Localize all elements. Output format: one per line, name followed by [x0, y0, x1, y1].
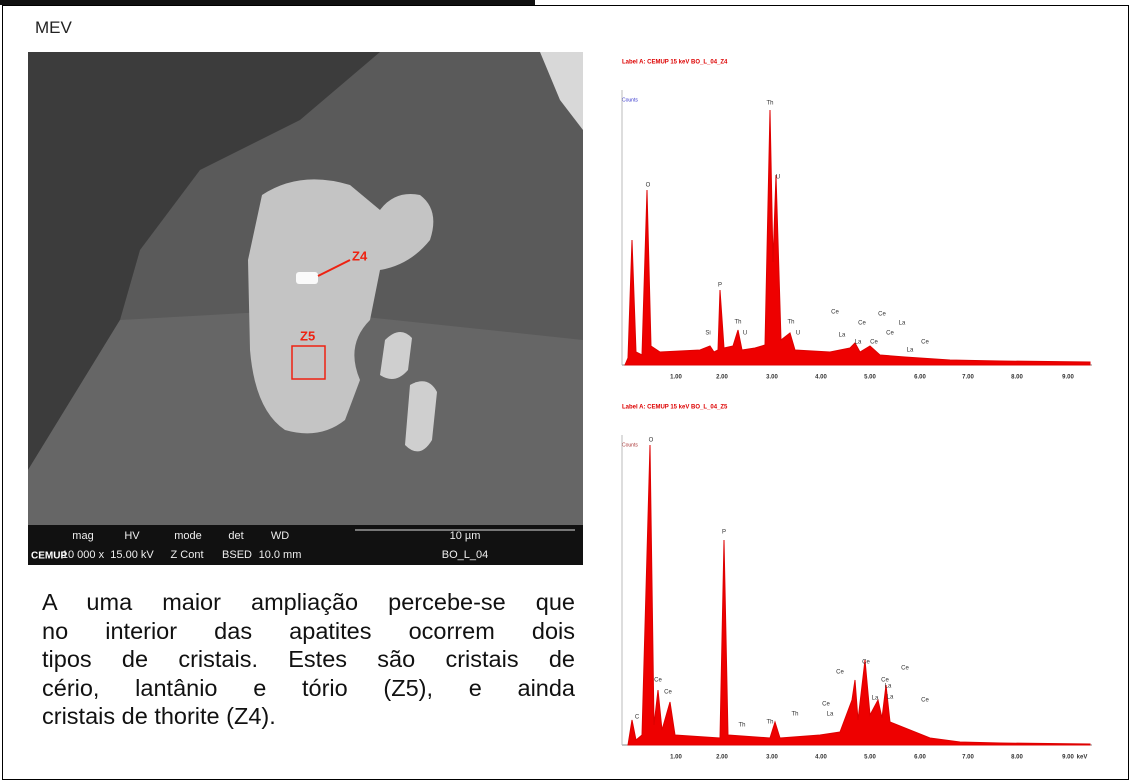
x-tick-label: 2.00	[716, 375, 728, 381]
peak-label: U	[743, 331, 747, 337]
peak-label: Th	[766, 101, 773, 107]
peak-label: Th	[791, 712, 798, 718]
x-tick-label: 5.00	[864, 755, 876, 761]
bright-inclusion	[296, 272, 318, 284]
x-tick-label: 9.00	[1062, 755, 1074, 761]
peak-label: P	[718, 283, 722, 289]
peak-label: La	[899, 321, 906, 327]
peak-label: Th	[738, 723, 745, 729]
peak-label: O	[646, 183, 651, 189]
x-tick-label: 8.00	[1011, 755, 1023, 761]
peak-label: U	[796, 331, 800, 337]
x-tick-label: 7.00	[962, 755, 974, 761]
info-header: det	[228, 530, 243, 542]
peak-label: Si	[705, 331, 710, 337]
peak-label: Ce	[822, 702, 830, 708]
peak-label: La	[872, 696, 879, 702]
info-value: Z Cont	[170, 549, 203, 561]
peak-label: Ce	[836, 670, 844, 676]
zone-box	[291, 345, 326, 380]
text-line: cristais de thorite (Z4).	[42, 703, 276, 729]
x-tick-label: 3.00	[766, 375, 778, 381]
peak-label: Ce	[921, 340, 929, 346]
crystal-small	[380, 331, 412, 379]
x-tick-label: 6.00	[914, 375, 926, 381]
x-tick-label: 7.00	[962, 375, 974, 381]
peak-label: O	[649, 438, 654, 444]
info-value: 15.00 kV	[110, 549, 154, 561]
peak-label: La	[887, 695, 894, 701]
x-tick-label: keV	[1077, 755, 1088, 761]
peak-label: Ce	[862, 660, 870, 666]
peak-label: C	[635, 715, 640, 721]
peak-label: La	[827, 712, 834, 718]
peak-label: Ce	[831, 310, 839, 316]
slide-frame	[2, 5, 1129, 780]
y-axis-label: Counts	[622, 442, 638, 448]
peak-label: Ce	[881, 678, 889, 684]
x-tick-label: 4.00	[815, 375, 827, 381]
logo: CEMUP	[31, 551, 67, 562]
description: A uma maior ampliação percebe-se que no …	[42, 588, 575, 731]
peak-label: Th	[734, 320, 741, 326]
crystal-small	[405, 381, 437, 452]
peak-label: La	[885, 684, 892, 690]
peak-label: Ce	[886, 331, 894, 337]
peak-label: La	[839, 333, 846, 339]
x-tick-label: 8.00	[1011, 375, 1023, 381]
info-header: 10 µm	[450, 530, 481, 542]
peak-label: Th	[766, 720, 773, 726]
text-line: A uma maior ampliação percebe-se que	[42, 589, 575, 615]
info-value: BO_L_04	[442, 549, 488, 561]
x-tick-label: 6.00	[914, 755, 926, 761]
peak-label: Ce	[921, 698, 929, 704]
peak-label: La	[907, 348, 914, 354]
y-axis-label: Counts	[622, 97, 638, 103]
top-strip	[0, 0, 535, 5]
info-header: HV	[124, 530, 140, 542]
info-header: mag	[72, 530, 93, 542]
info-value: 10 000 x	[62, 549, 105, 561]
peak-label: U	[776, 175, 780, 181]
peak-label: Ce	[878, 312, 886, 318]
info-bar	[28, 525, 583, 565]
x-tick-label: 1.00	[670, 375, 682, 381]
spectrum-curve	[627, 444, 1091, 746]
text-line: tipos de cristais. Estes são cristais de	[42, 646, 575, 672]
text-line: cério, lantânio e tório (Z5), e ainda	[42, 674, 575, 701]
peak-label: Ce	[654, 678, 662, 684]
info-header: WD	[271, 530, 289, 542]
spectrum-curve	[624, 109, 1091, 366]
x-tick-label: 9.00	[1062, 375, 1074, 381]
zone-label: Z5	[300, 328, 315, 343]
info-value: BSED	[222, 549, 252, 561]
peak-label: Th	[787, 320, 794, 326]
x-tick-label: 2.00	[716, 755, 728, 761]
sem-corner	[540, 52, 583, 130]
x-tick-label: 3.00	[766, 755, 778, 761]
peak-label: Ce	[858, 321, 866, 327]
crystal	[248, 179, 434, 434]
peak-label: Ce	[870, 340, 878, 346]
x-tick-label: 5.00	[864, 375, 876, 381]
peak-label: La	[855, 340, 862, 346]
slide-title: MEV	[35, 18, 72, 37]
arrow	[317, 259, 351, 277]
spectrum-title: Label A: CEMUP 15 keV BO_L_04_Z4	[622, 60, 728, 66]
info-header: mode	[174, 530, 202, 542]
spectrum-title: Label A: CEMUP 15 keV BO_L_04_Z5	[622, 405, 728, 411]
peak-label: Ce	[664, 690, 672, 696]
zone-label: Z4	[352, 248, 368, 263]
peak-label: P	[722, 530, 726, 536]
info-value: 10.0 mm	[259, 549, 302, 561]
text-line: no interior das apatites ocorrem dois	[42, 617, 575, 644]
x-tick-label: 1.00	[670, 755, 682, 761]
sem-dark-region	[28, 52, 380, 470]
peak-label: Ce	[901, 666, 909, 672]
x-tick-label: 4.00	[815, 755, 827, 761]
